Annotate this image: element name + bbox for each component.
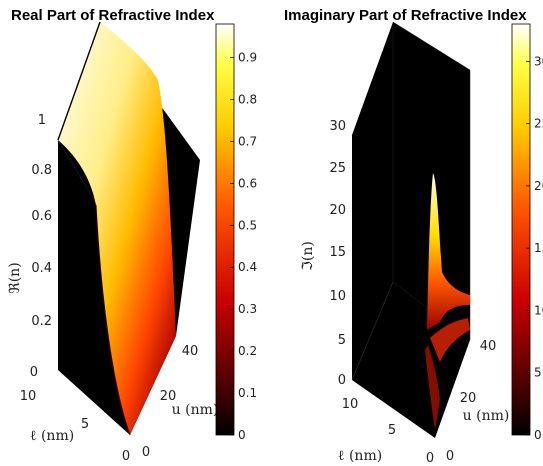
colorbar-tick-label: 0 xyxy=(238,428,246,442)
chart-right-y-tick: 0 xyxy=(426,451,434,466)
chart-left-colorbar-ticks: 0 0.1 0.2 0.3 0.4 0.5 0.6 0.7 0.8 0.9 xyxy=(230,51,257,442)
colorbar-tick-label: 0 xyxy=(534,428,542,442)
chart-left-ridge xyxy=(95,204,131,436)
chart-right-z-ticks: 0 5 10 15 20 25 30 xyxy=(329,119,346,388)
chart-right-z-tick: 25 xyxy=(329,161,346,176)
chart-right-z-tick: 0 xyxy=(338,373,346,388)
chart-left-y-tick: 0 xyxy=(122,449,130,464)
chart-right-x-tick: 0 xyxy=(446,449,454,464)
chart-right-surface-spike xyxy=(427,173,470,330)
chart-right-z-tick: 20 xyxy=(329,203,346,218)
colorbar-tick-label: 0.1 xyxy=(238,386,257,400)
chart-left-z-tick: 1 xyxy=(38,113,46,128)
chart-left-x-ticks: 0 20 40 xyxy=(142,344,198,460)
chart-left-x-tick: 0 xyxy=(142,445,150,460)
chart-right-y-tick: 10 xyxy=(342,397,359,412)
chart-right-z-label: ℑ(n) xyxy=(300,241,316,271)
chart-right-z-tick: 10 xyxy=(329,289,346,304)
chart-left-x-tick: 20 xyxy=(160,389,177,404)
chart-left-z-tick: 0 xyxy=(30,365,38,380)
chart-left-z-tick: 0.2 xyxy=(31,314,52,329)
colorbar-tick-label: 10 xyxy=(534,303,543,317)
chart-left: Real Part of Refractive Index 0 0.2 0.4 … xyxy=(7,7,257,464)
chart-right-x-label: u (nm) xyxy=(463,408,510,424)
chart-right-z-tick: 30 xyxy=(329,119,346,134)
chart-right-x-tick: 40 xyxy=(480,339,497,354)
colorbar-tick-label: 0.4 xyxy=(238,260,257,274)
colorbar-tick-label: 5 xyxy=(534,366,542,380)
colorbar-tick-label: 0.7 xyxy=(238,134,257,148)
colorbar-tick-label: 20 xyxy=(534,179,543,193)
colorbar-tick-label: 25 xyxy=(534,117,543,131)
chart-left-x-label: u (nm) xyxy=(172,402,219,418)
chart-left-y-tick: 10 xyxy=(20,389,37,404)
chart-right-title: Imaginary Part of Refractive Index xyxy=(284,7,527,24)
chart-right-floor-edge xyxy=(351,281,394,381)
chart-right-y-tick: 5 xyxy=(388,423,396,438)
chart-left-colorbar xyxy=(215,23,235,436)
colorbar-tick-label: 0.8 xyxy=(238,92,257,106)
chart-left-edge xyxy=(57,21,101,141)
chart-right-x-tick: 20 xyxy=(460,391,477,406)
colorbar-tick-label: 0.3 xyxy=(238,302,257,316)
chart-right-z-tick: 15 xyxy=(329,245,346,260)
colorbar-tick-label: 0.9 xyxy=(238,51,257,65)
chart-right-surface-ridge xyxy=(430,318,470,362)
chart-left-z-tick: 0.6 xyxy=(31,209,52,224)
chart-left-x-tick: 40 xyxy=(182,344,199,359)
chart-left-title: Real Part of Refractive Index xyxy=(11,7,215,24)
chart-left-y-ticks: 10 5 0 xyxy=(20,389,130,464)
chart-left-z-label: ℜ(n) xyxy=(7,262,23,293)
colorbar-tick-label: 15 xyxy=(534,241,543,255)
chart-right: Imaginary Part of Refractive Index 0 5 1… xyxy=(284,7,543,466)
chart-right-x-ticks: 0 20 40 xyxy=(446,339,496,464)
chart-right-surface-tail xyxy=(425,345,440,430)
chart-right-y-ticks: 10 5 0 xyxy=(342,397,434,466)
colorbar-tick-label: 0.5 xyxy=(238,218,257,232)
chart-right-colorbar-ticks: 0 5 10 15 20 25 30 xyxy=(526,54,543,442)
chart-left-surface xyxy=(58,22,176,435)
colorbar-tick-label: 0.6 xyxy=(238,176,257,190)
chart-left-y-label: ℓ (nm) xyxy=(30,428,74,444)
chart-right-y-label: ℓ (nm) xyxy=(338,448,382,464)
chart-left-y-tick: 5 xyxy=(81,417,89,432)
chart-left-z-tick: 0.8 xyxy=(31,163,52,178)
colorbar-tick-label: 0.2 xyxy=(238,344,257,358)
chart-right-colorbar xyxy=(511,23,531,436)
colorbar-tick-label: 30 xyxy=(534,54,543,68)
chart-left-z-ticks: 0 0.2 0.4 0.6 0.8 1 xyxy=(30,113,52,380)
chart-right-z-tick: 5 xyxy=(338,333,346,348)
chart-right-side-wall xyxy=(392,21,471,341)
chart-left-z-tick: 0.4 xyxy=(31,261,52,276)
